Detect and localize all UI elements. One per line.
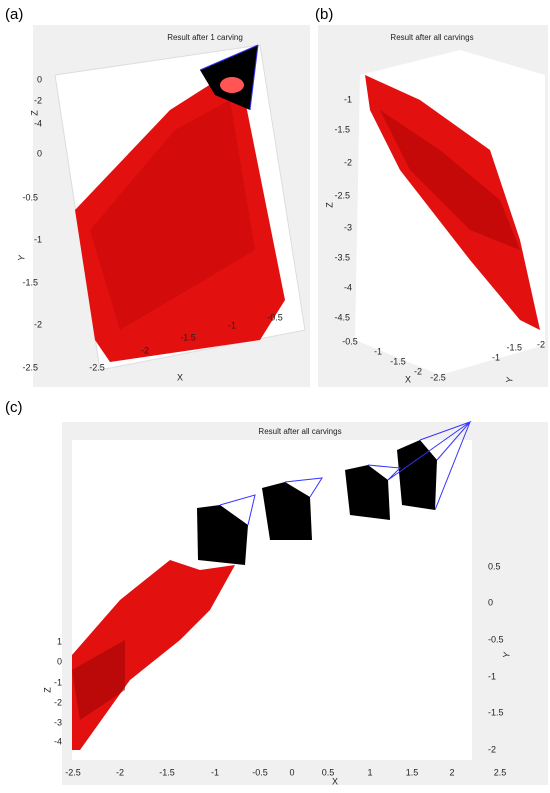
y-tick-label: -0.5 <box>488 634 504 644</box>
x-tick-label: -1.5 <box>390 356 406 366</box>
x-tick-label: -2.5 <box>65 767 81 777</box>
y-tick-label: -1.5 <box>506 342 522 352</box>
z-tick-label: -1 <box>344 94 352 104</box>
panel-label: (b) <box>315 6 333 23</box>
y-tick-label: 0 <box>488 597 493 607</box>
x-axis-label: X <box>405 374 411 384</box>
panel-label: (c) <box>5 399 23 416</box>
figure: (a)Result after 1 carvingXYZ-2.5-2-1.5-1… <box>0 0 550 788</box>
x-tick-label: -1 <box>374 346 382 356</box>
z-tick-label: -4.5 <box>334 312 350 322</box>
z-tick-label: -3.5 <box>334 252 350 262</box>
z-tick-label: -3 <box>344 222 352 232</box>
x-tick-label: 2 <box>449 767 454 777</box>
z-tick-label: -1.5 <box>334 124 350 134</box>
panel-title: Result after all carvings <box>258 427 341 436</box>
z-axis-label: Z <box>42 687 52 693</box>
y-tick-label: -1.5 <box>22 277 38 287</box>
x-tick-label: -2 <box>414 366 422 376</box>
y-tick-label: -2 <box>34 319 42 329</box>
camera-subject <box>220 77 244 93</box>
z-axis-label: Z <box>29 110 39 116</box>
z-tick-label: -4 <box>54 736 62 746</box>
panel-title: Result after 1 carving <box>167 33 243 42</box>
x-tick-label: -2.5 <box>89 362 105 372</box>
x-tick-label: -1 <box>211 767 219 777</box>
z-tick-label: 0 <box>37 148 42 158</box>
x-tick-label: -2 <box>141 345 149 355</box>
y-tick-label: -2 <box>537 339 545 349</box>
y-tick-label: -1 <box>34 234 42 244</box>
z-tick-label: -4 <box>344 282 352 292</box>
z-tick-label: -2 <box>34 95 42 105</box>
x-tick-label: -1 <box>228 320 236 330</box>
z-tick-label: -2 <box>344 157 352 167</box>
z-tick-label: -2 <box>54 697 62 707</box>
z-tick-label: 1 <box>57 636 62 646</box>
x-tick-label: 2.5 <box>494 767 507 777</box>
x-tick-label: -0.5 <box>267 312 283 322</box>
x-tick-label: -2.5 <box>430 372 446 382</box>
y-tick-label: -2 <box>488 744 496 754</box>
panel-label: (a) <box>5 6 23 23</box>
x-tick-label: -1.5 <box>159 767 175 777</box>
y-tick-label: -1 <box>492 352 500 362</box>
y-tick-label: -1.5 <box>488 707 504 717</box>
y-tick-label: -1 <box>488 671 496 681</box>
z-tick-label: -3 <box>54 717 62 727</box>
y-axis-label: Y <box>16 254 27 262</box>
x-tick-label: -2 <box>116 767 124 777</box>
x-axis-label: X <box>177 372 183 382</box>
x-tick-label: 0 <box>289 767 294 777</box>
x-tick-label: -0.5 <box>252 767 268 777</box>
x-tick-label: -0.5 <box>342 336 358 346</box>
z-tick-label: -2.5 <box>334 190 350 200</box>
x-tick-label: 1 <box>367 767 372 777</box>
y-tick-label: -2.5 <box>22 362 38 372</box>
z-tick-label: -4 <box>34 118 42 128</box>
panel-title: Result after all carvings <box>390 33 473 42</box>
z-tick-label: 0 <box>57 656 62 666</box>
x-tick-label: -1.5 <box>180 332 196 342</box>
y-tick-label: 0.5 <box>488 561 501 571</box>
z-tick-label: -1 <box>54 677 62 687</box>
z-tick-label: 0 <box>37 74 42 84</box>
y-tick-label: -0.5 <box>22 192 38 202</box>
x-tick-label: 0.5 <box>322 767 335 777</box>
x-tick-label: 1.5 <box>406 767 419 777</box>
x-axis-label: X <box>332 776 338 786</box>
z-axis-label: Z <box>324 202 334 208</box>
